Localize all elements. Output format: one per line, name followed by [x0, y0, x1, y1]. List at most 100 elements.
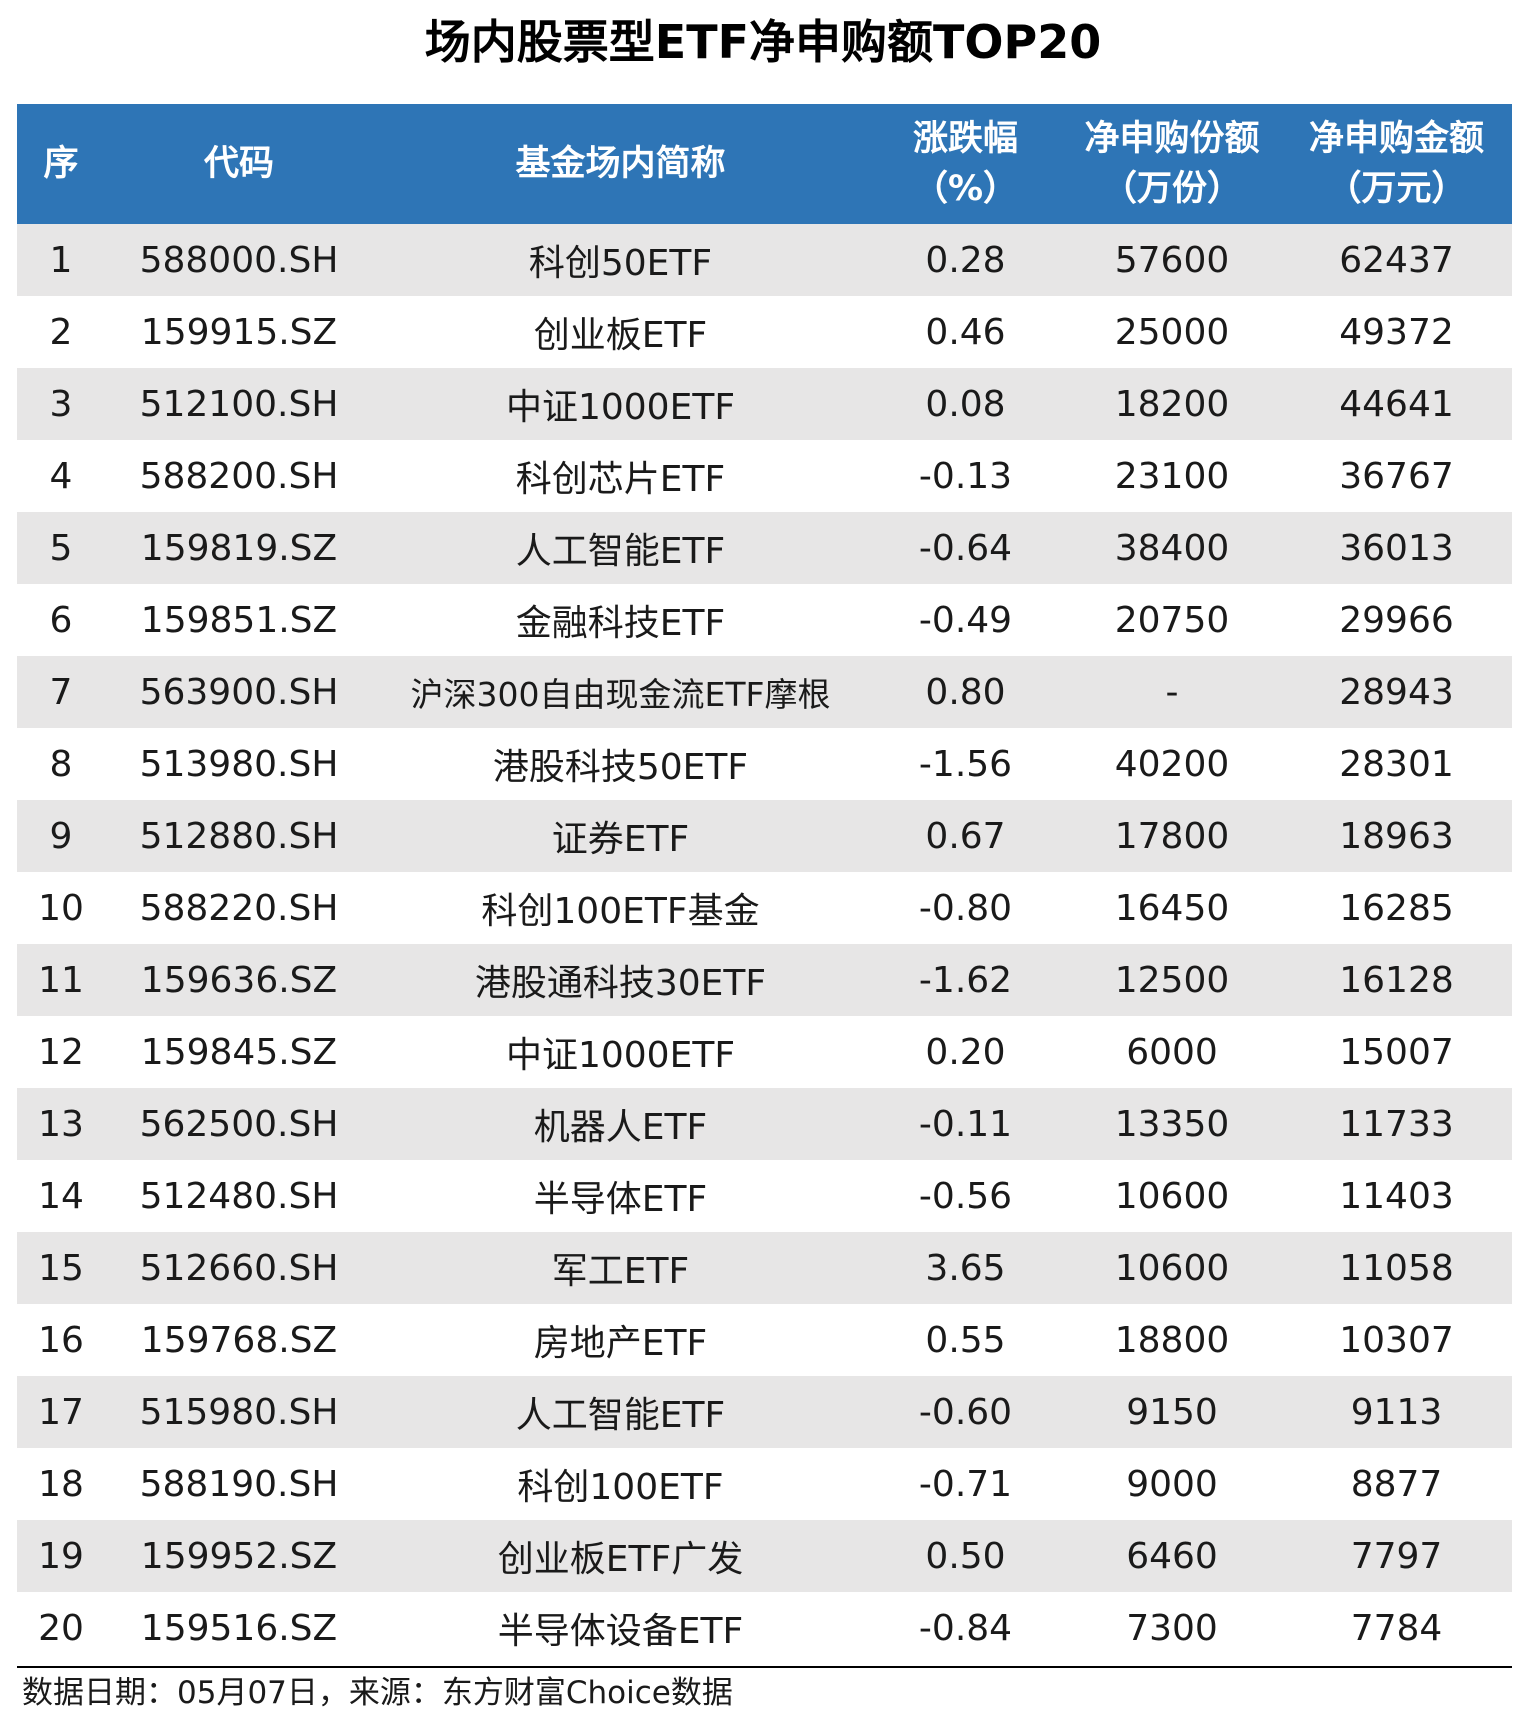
cell-code: 512480.SH — [139, 1175, 339, 1217]
cell-amount: 28943 — [1339, 671, 1454, 713]
cell-rank: 20 — [38, 1607, 84, 1649]
header-shares-line2: （万份） — [1101, 169, 1242, 209]
cell-rank: 1 — [49, 239, 73, 281]
table-body: 1 588000.SH 科创50ETF 0.28 57600 62437 2 159915.… — [17, 224, 1512, 1664]
table-row: 3 512100.SH 中证1000ETF 0.08 18200 44641 — [17, 368, 1512, 440]
cell-code: 512100.SH — [139, 383, 339, 425]
header-shares-line1: 净申购份额 — [1084, 119, 1260, 159]
cell-change: -0.13 — [918, 455, 1013, 497]
cell-name: 科创100ETF — [517, 1467, 724, 1508]
cell-shares: 23100 — [1114, 455, 1230, 497]
cell-name: 科创50ETF — [528, 243, 713, 284]
cell-amount: 10307 — [1339, 1319, 1454, 1361]
cell-amount: 36767 — [1339, 455, 1454, 497]
table-row: 12 159845.SZ 中证1000ETF 0.20 6000 15007 — [17, 1016, 1512, 1088]
cell-change: -0.56 — [918, 1175, 1013, 1217]
cell-shares: 20750 — [1114, 599, 1230, 641]
cell-change: 0.67 — [925, 815, 1006, 857]
cell-code: 512660.SH — [139, 1247, 339, 1289]
cell-shares: 17800 — [1114, 815, 1230, 857]
cell-amount: 11058 — [1339, 1247, 1454, 1289]
cell-shares: 10600 — [1114, 1175, 1230, 1217]
cell-change: -0.64 — [918, 527, 1013, 569]
cell-amount: 16128 — [1339, 959, 1454, 1001]
cell-change: 0.28 — [925, 239, 1006, 281]
cell-name: 机器人ETF — [533, 1107, 708, 1148]
cell-rank: 18 — [38, 1463, 84, 1505]
cell-amount: 44641 — [1339, 383, 1454, 425]
cell-shares: 6460 — [1126, 1535, 1218, 1577]
cell-name: 创业板ETF — [533, 315, 708, 356]
cell-rank: 13 — [38, 1103, 84, 1145]
header-amount: 净申购金额 （万元） — [1281, 104, 1512, 224]
cell-shares: 12500 — [1114, 959, 1230, 1001]
table-header: 序 代码 基金场内简称 涨跌幅 （%） 净申购份额 （万份） 净申购金额 （万元… — [17, 104, 1512, 224]
cell-change: 0.46 — [925, 311, 1006, 353]
table-row: 14 512480.SH 半导体ETF -0.56 10600 11403 — [17, 1160, 1512, 1232]
cell-change: 0.08 — [925, 383, 1006, 425]
table-row: 11 159636.SZ 港股通科技30ETF -1.62 12500 16128 — [17, 944, 1512, 1016]
source-note: 数据日期：05月07日，来源：东方财富Choice数据 — [22, 1675, 733, 1711]
cell-shares: 40200 — [1114, 743, 1230, 785]
cell-rank: 9 — [49, 815, 73, 857]
cell-code: 159819.SZ — [140, 527, 338, 569]
cell-name: 中证1000ETF — [505, 1035, 736, 1076]
cell-amount: 9113 — [1350, 1391, 1443, 1433]
table-row: 16 159768.SZ 房地产ETF 0.55 18800 10307 — [17, 1304, 1512, 1376]
cell-name: 人工智能ETF — [515, 531, 726, 572]
table-row: 1 588000.SH 科创50ETF 0.28 57600 62437 — [17, 224, 1512, 296]
cell-name: 房地产ETF — [533, 1323, 708, 1364]
table-row: 9 512880.SH 证券ETF 0.67 17800 18963 — [17, 800, 1512, 872]
cell-name: 科创芯片ETF — [515, 459, 726, 500]
cell-code: 515980.SH — [139, 1391, 339, 1433]
cell-amount: 36013 — [1339, 527, 1454, 569]
table-row: 2 159915.SZ 创业板ETF 0.46 25000 49372 — [17, 296, 1512, 368]
cell-shares: 18800 — [1114, 1319, 1230, 1361]
table-row: 7 563900.SH 沪深300自由现金流ETF摩根 0.80 - 28943 — [17, 656, 1512, 728]
table-row: 20 159516.SZ 半导体设备ETF -0.84 7300 7784 — [17, 1592, 1512, 1664]
cell-amount: 7784 — [1350, 1607, 1443, 1649]
table-row: 18 588190.SH 科创100ETF -0.71 9000 8877 — [17, 1448, 1512, 1520]
cell-code: 588190.SH — [139, 1463, 339, 1505]
header-name: 基金场内简称 — [515, 144, 726, 184]
table-row: 4 588200.SH 科创芯片ETF -0.13 23100 36767 — [17, 440, 1512, 512]
cell-change: 0.20 — [925, 1031, 1006, 1073]
cell-change: -1.56 — [918, 743, 1013, 785]
cell-amount: 8877 — [1350, 1463, 1443, 1505]
cell-rank: 7 — [49, 671, 73, 713]
cell-amount: 49372 — [1339, 311, 1454, 353]
cell-rank: 8 — [49, 743, 73, 785]
cell-change: -1.62 — [918, 959, 1013, 1001]
cell-rank: 2 — [49, 311, 73, 353]
cell-name: 人工智能ETF — [515, 1395, 726, 1436]
cell-amount: 11733 — [1339, 1103, 1454, 1145]
cell-change: -0.60 — [918, 1391, 1013, 1433]
cell-amount: 18963 — [1339, 815, 1454, 857]
cell-rank: 14 — [38, 1175, 84, 1217]
cell-name: 港股科技50ETF — [492, 747, 749, 788]
cell-rank: 3 — [49, 383, 73, 425]
cell-name: 证券ETF — [551, 819, 690, 860]
cell-code: 159851.SZ — [140, 599, 338, 641]
page-title: 场内股票型ETF净申购额TOP20 — [424, 15, 1102, 69]
table-row: 5 159819.SZ 人工智能ETF -0.64 38400 36013 — [17, 512, 1512, 584]
table-row: 19 159952.SZ 创业板ETF广发 0.50 6460 7797 — [17, 1520, 1512, 1592]
header-amount-line1: 净申购金额 — [1308, 119, 1484, 159]
table-row: 8 513980.SH 港股科技50ETF -1.56 40200 28301 — [17, 728, 1512, 800]
cell-rank: 16 — [38, 1319, 84, 1361]
cell-name: 科创100ETF基金 — [481, 891, 760, 932]
table-row: 10 588220.SH 科创100ETF基金 -0.80 16450 16285 — [17, 872, 1512, 944]
cell-amount: 28301 — [1339, 743, 1454, 785]
cell-code: 513980.SH — [139, 743, 339, 785]
cell-code: 588200.SH — [139, 455, 339, 497]
header-code: 代码 — [203, 144, 274, 184]
cell-change: 3.65 — [925, 1247, 1006, 1289]
cell-change: 0.50 — [925, 1535, 1006, 1577]
table-row: 17 515980.SH 人工智能ETF -0.60 9150 9113 — [17, 1376, 1512, 1448]
footer-divider — [17, 1666, 1512, 1668]
cell-shares: 16450 — [1114, 887, 1230, 929]
cell-amount: 62437 — [1339, 239, 1454, 281]
header-change-line1: 涨跌幅 — [912, 119, 1018, 159]
cell-code: 588000.SH — [139, 239, 339, 281]
cell-shares: - — [1165, 671, 1179, 713]
